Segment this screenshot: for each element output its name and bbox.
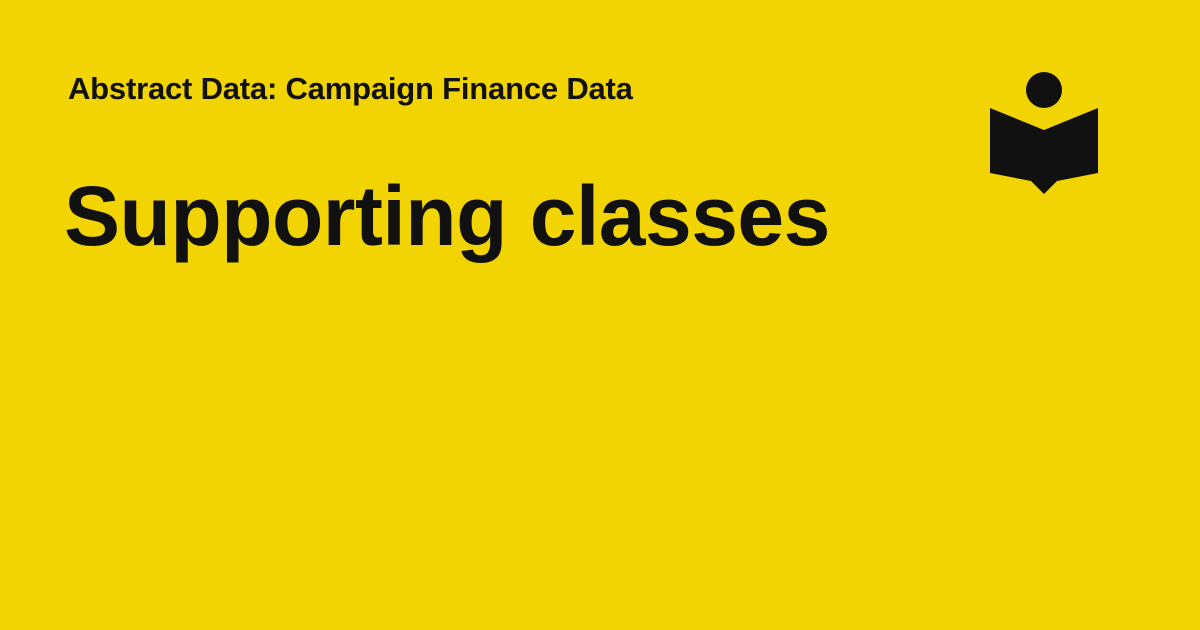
page-title: Supporting classes <box>64 169 830 263</box>
reader-book-icon <box>988 70 1100 198</box>
page-eyebrow: Abstract Data: Campaign Finance Data <box>68 71 633 106</box>
